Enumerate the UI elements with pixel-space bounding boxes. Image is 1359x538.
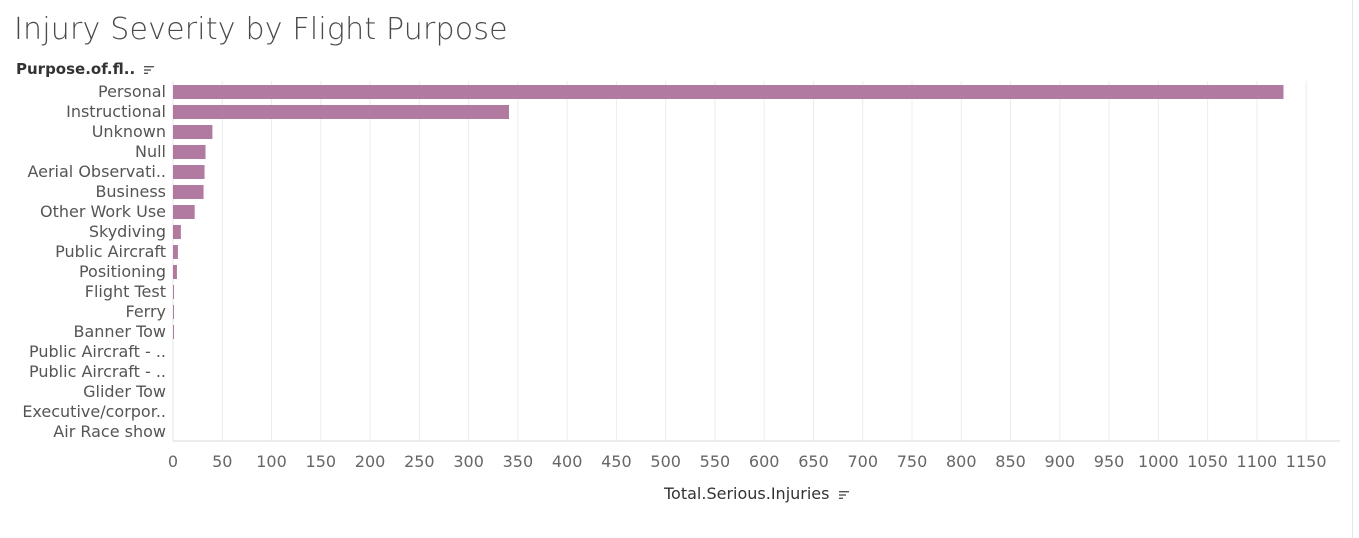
bar[interactable] <box>173 305 174 319</box>
x-tick-label: 250 <box>404 452 435 471</box>
category-label[interactable]: Skydiving <box>89 222 166 241</box>
x-tick-label: 300 <box>453 452 484 471</box>
x-tick-label: 450 <box>601 452 632 471</box>
chart-title: Injury Severity by Flight Purpose <box>14 12 508 47</box>
bar[interactable] <box>173 105 510 119</box>
category-label[interactable]: Flight Test <box>85 282 166 301</box>
bar[interactable] <box>173 125 213 139</box>
x-tick-label: 550 <box>700 452 731 471</box>
x-tick-label: 500 <box>650 452 681 471</box>
dimension-header-label: Purpose.of.fl.. <box>16 60 136 78</box>
x-axis-ticks: 0 50 100 150 200 250 300 350 400 450 500 550 600 650 7… <box>168 452 1327 471</box>
x-tick-label: 1150 <box>1286 452 1327 471</box>
bar[interactable] <box>173 185 204 199</box>
x-axis-title[interactable]: Total.Serious.Injuries <box>664 484 849 503</box>
x-tick-label: 850 <box>995 452 1026 471</box>
bar[interactable] <box>173 285 174 299</box>
x-tick-label: 800 <box>946 452 977 471</box>
category-label[interactable]: Positioning <box>79 262 166 281</box>
bar[interactable] <box>173 85 1284 99</box>
category-label[interactable]: Instructional <box>66 102 166 121</box>
bar[interactable] <box>173 265 177 279</box>
x-tick-label: 950 <box>1094 452 1125 471</box>
bars <box>173 85 1284 339</box>
bar[interactable] <box>173 225 181 239</box>
dimension-header[interactable]: Purpose.of.fl.. <box>16 60 155 78</box>
category-label[interactable]: Glider Tow <box>83 382 166 401</box>
category-label[interactable]: Executive/corpor.. <box>22 402 166 421</box>
x-tick-label: 900 <box>1045 452 1076 471</box>
view-edge-divider <box>1352 0 1353 538</box>
x-tick-label: 50 <box>212 452 232 471</box>
x-tick-label: 350 <box>503 452 534 471</box>
category-label[interactable]: Ferry <box>125 302 166 321</box>
bar[interactable] <box>173 145 206 159</box>
x-tick-label: 1050 <box>1187 452 1228 471</box>
x-tick-label: 200 <box>355 452 386 471</box>
x-axis-title-label: Total.Serious.Injuries <box>664 484 830 503</box>
x-tick-label: 650 <box>798 452 829 471</box>
bar[interactable] <box>173 245 178 259</box>
x-tick-label: 150 <box>306 452 337 471</box>
category-label[interactable]: Public Aircraft - .. <box>29 362 166 381</box>
x-tick-label: 750 <box>897 452 928 471</box>
category-label[interactable]: Air Race show <box>53 422 166 441</box>
x-tick-label: 400 <box>552 452 583 471</box>
x-tick-label: 700 <box>847 452 878 471</box>
category-label[interactable]: Aerial Observati.. <box>27 162 166 181</box>
sort-descending-icon[interactable] <box>144 65 155 75</box>
bar[interactable] <box>173 325 174 339</box>
category-label[interactable]: Public Aircraft - .. <box>29 342 166 361</box>
category-label[interactable]: Other Work Use <box>40 202 166 221</box>
category-label[interactable]: Public Aircraft <box>55 242 166 261</box>
category-label[interactable]: Business <box>95 182 166 201</box>
bar[interactable] <box>173 205 195 219</box>
gridlines <box>172 81 1340 442</box>
category-label[interactable]: Null <box>135 142 166 161</box>
x-tick-label: 1000 <box>1138 452 1179 471</box>
category-label[interactable]: Personal <box>98 82 166 101</box>
x-tick-label: 1100 <box>1237 452 1278 471</box>
bar[interactable] <box>173 165 205 179</box>
x-tick-label: 600 <box>749 452 780 471</box>
x-tick-label: 0 <box>168 452 178 471</box>
category-label[interactable]: Banner Tow <box>74 322 167 341</box>
category-label[interactable]: Unknown <box>92 122 166 141</box>
sort-descending-icon[interactable] <box>838 490 849 500</box>
x-tick-label: 100 <box>256 452 287 471</box>
